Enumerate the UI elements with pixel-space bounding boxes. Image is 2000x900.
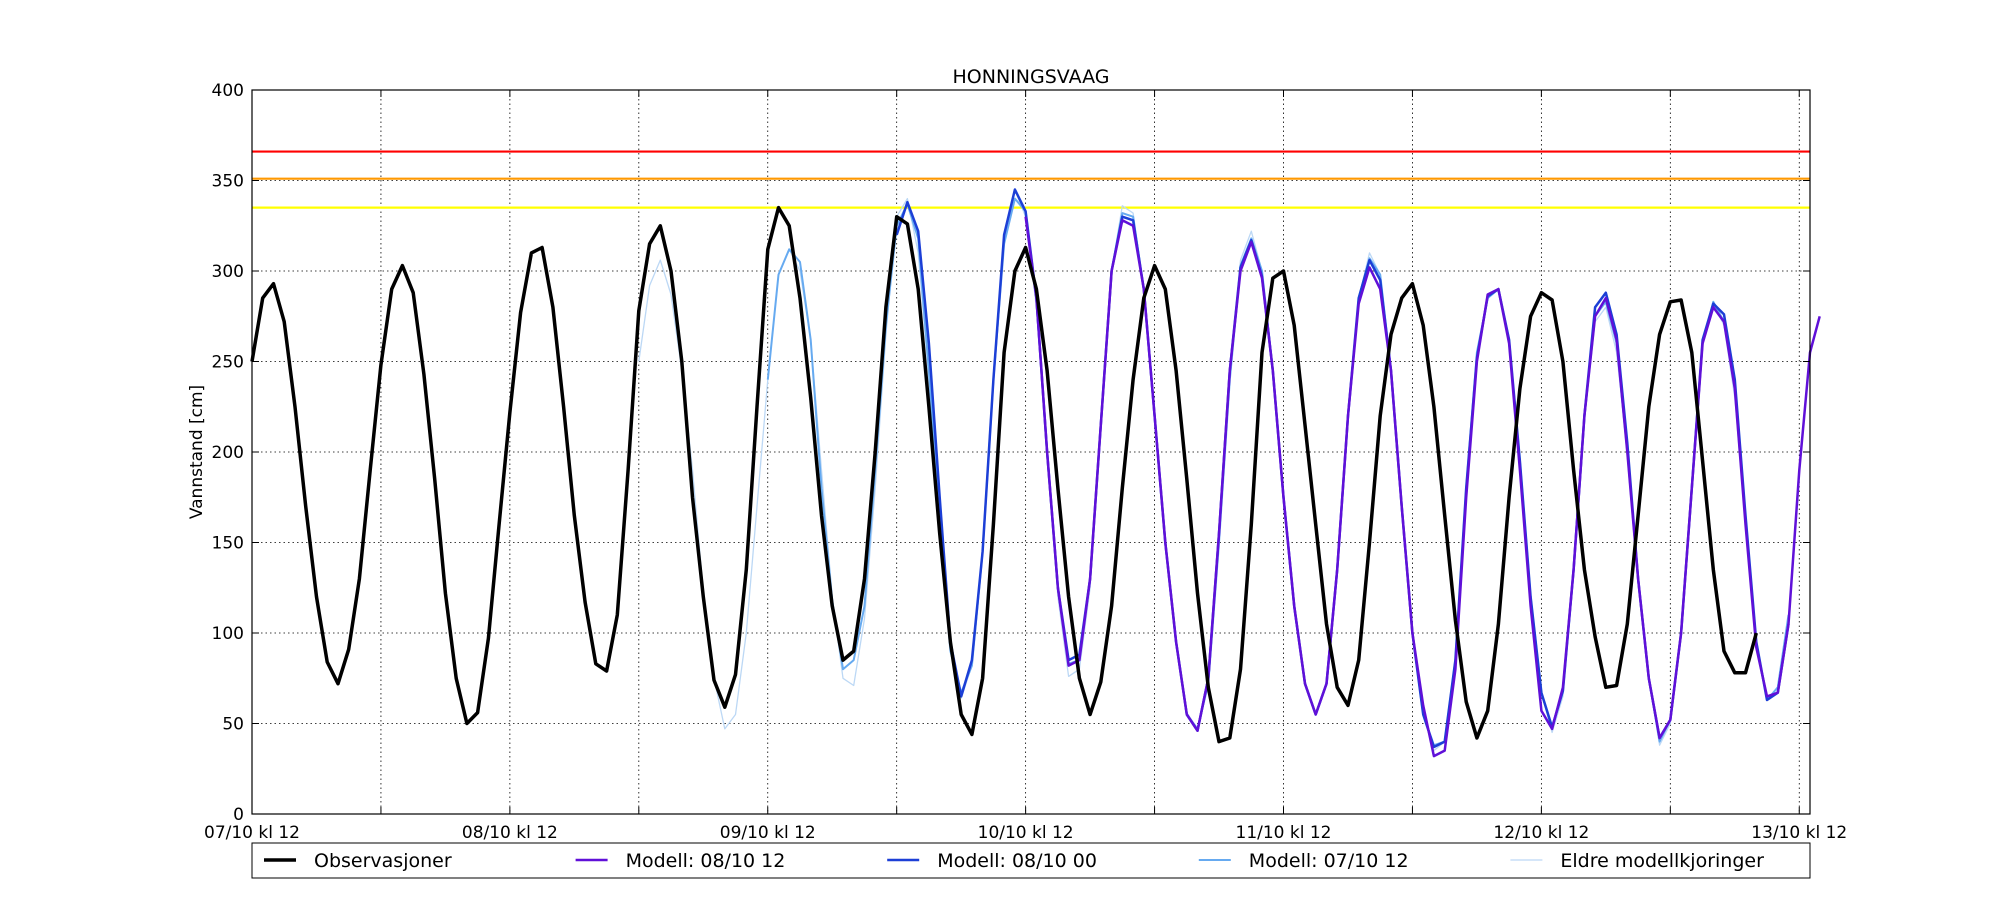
x-tick-label: 07/10 kl 12	[204, 823, 300, 843]
y-tick-label: 200	[212, 443, 244, 463]
legend-frame	[251, 842, 1811, 879]
plot-grid	[252, 90, 1810, 814]
x-tick-label: 13/10 kl 12	[1751, 823, 1847, 843]
legend-label: Modell: 08/10 00	[937, 850, 1097, 872]
y-tick-label: 250	[212, 353, 244, 373]
series-line-modell-08-10-12	[1024, 216, 1821, 758]
threshold-lines	[252, 150, 1810, 209]
y-tick-labels: 0 50 100 150 200 250 300 350 400	[212, 81, 1810, 825]
x-tick-labels: 07/10 kl 12 08/10 kl 12 09/10 kl 12 10/10 k…	[204, 90, 1847, 843]
x-tick-label: 11/10 kl 12	[1236, 823, 1332, 843]
y-tick-label: 0	[233, 805, 244, 825]
y-tick-label: 50	[222, 715, 244, 735]
data-series	[250, 188, 1821, 758]
x-tick-label: 08/10 kl 12	[462, 823, 558, 843]
series-line-modell-07-10-12	[766, 197, 1790, 747]
y-tick-label: 350	[212, 172, 244, 192]
y-tick-label: 400	[212, 81, 244, 101]
series-line-observasjoner	[250, 205, 1758, 744]
y-tick-label: 150	[212, 534, 244, 554]
chart-title: HONNINGSVAAG	[953, 66, 1110, 88]
x-tick-label: 12/10 kl 12	[1493, 823, 1589, 843]
y-tick-label: 300	[212, 262, 244, 282]
legend: Observasjoner Modell: 08/10 12 Modell: 08/…	[251, 842, 1811, 879]
legend-label: Modell: 08/10 12	[626, 850, 786, 872]
legend-label: Observasjoner	[314, 850, 452, 872]
x-tick-label: 10/10 kl 12	[978, 823, 1074, 843]
y-tick-label: 100	[212, 624, 244, 644]
y-axis-label: Vannstand [cm]	[187, 385, 207, 519]
series-line-eldre-modellkjoringer	[638, 188, 1790, 752]
legend-label: Modell: 07/10 12	[1249, 850, 1409, 872]
legend-label: Eldre modellkjoringer	[1560, 850, 1764, 872]
x-tick-label: 09/10 kl 12	[720, 823, 816, 843]
